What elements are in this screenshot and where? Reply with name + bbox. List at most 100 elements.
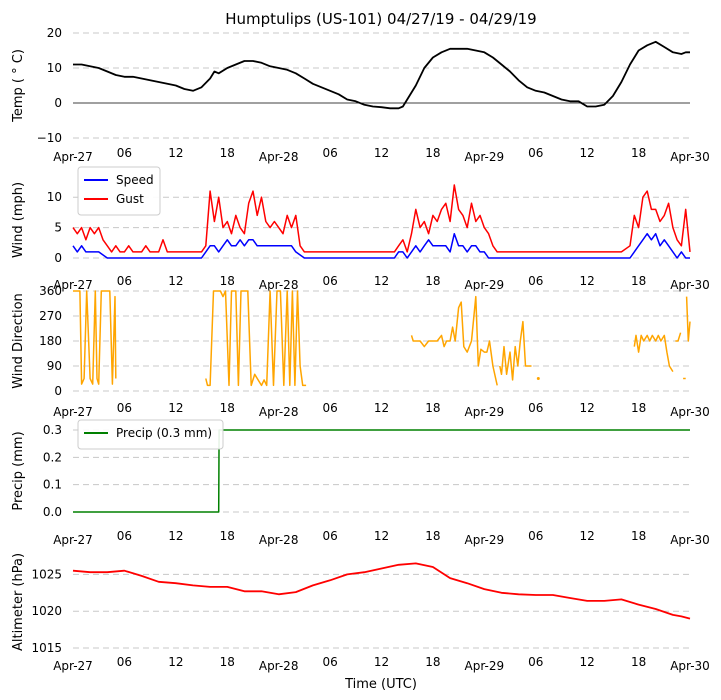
x-tick-label: Apr-29 xyxy=(465,659,505,673)
panel-precip: 0.0 0.1 0.2 0.3 Precip (mm) Apr-27 06 12 18 Apr-2… xyxy=(11,419,710,547)
x-tick-label: 06 xyxy=(528,529,543,543)
legend-label: Gust xyxy=(116,192,144,206)
x-tick-label: Apr-28 xyxy=(259,278,299,292)
y-tick-label: 180 xyxy=(39,334,62,348)
series-line-direction xyxy=(205,290,307,387)
x-tick-label: 06 xyxy=(528,274,543,288)
series-line-direction xyxy=(675,332,682,342)
y-tick-label: 0 xyxy=(54,251,62,265)
x-tick-label: Apr-30 xyxy=(670,405,710,419)
x-tick-label: Apr-29 xyxy=(465,278,505,292)
x-tick-label: Apr-28 xyxy=(259,150,299,164)
y-tick-label: 0 xyxy=(54,384,62,398)
x-tick-label: Apr-28 xyxy=(259,533,299,547)
x-tick-label: Apr-29 xyxy=(465,405,505,419)
x-tick-label: 18 xyxy=(631,529,646,543)
x-tick-label: 06 xyxy=(322,655,337,669)
x-tick-label: Apr-30 xyxy=(670,278,710,292)
y-tick-label: 10 xyxy=(47,190,62,204)
x-tick-label: 06 xyxy=(117,274,132,288)
x-tick-label: 06 xyxy=(117,401,132,415)
y-tick-label: 0.0 xyxy=(43,505,62,519)
legend: Speed Gust xyxy=(77,166,161,216)
x-tick-label: 18 xyxy=(425,146,440,160)
panel-temp: −10 0 10 20 Temp ( ° C) Apr-27 06 12 18 Apr-28 06 1… xyxy=(11,26,710,164)
y-tick-label: 0.1 xyxy=(43,478,62,492)
x-tick-label: 12 xyxy=(168,529,183,543)
x-tick-label: Apr-30 xyxy=(670,659,710,673)
series-line-direction xyxy=(73,290,117,385)
x-tick-label: 12 xyxy=(580,274,595,288)
y-tick-label: 1015 xyxy=(31,641,62,655)
x-tick-label: Apr-30 xyxy=(670,533,710,547)
x-tick-label: 06 xyxy=(528,655,543,669)
x-tick-label: 18 xyxy=(425,274,440,288)
x-tick-label: 18 xyxy=(631,401,646,415)
x-tick-label: 12 xyxy=(580,655,595,669)
x-tick-label: 18 xyxy=(220,529,235,543)
series-line-direction xyxy=(410,295,498,386)
x-tick-label: 12 xyxy=(374,655,389,669)
y-tick-label: 360 xyxy=(39,284,62,298)
y-tick-label: 0.2 xyxy=(43,450,62,464)
x-tick-label: 18 xyxy=(220,401,235,415)
legend-label: Precip (0.3 mm) xyxy=(116,426,212,440)
x-tick-label: 12 xyxy=(580,146,595,160)
x-tick-label: 06 xyxy=(322,401,337,415)
legend: Precip (0.3 mm) xyxy=(77,419,224,450)
x-axis-label: Time (UTC) xyxy=(344,677,417,692)
y-axis-label: Altimeter (hPa) xyxy=(11,553,26,651)
legend-label: Speed xyxy=(116,173,154,187)
x-tick-label: Apr-27 xyxy=(53,150,93,164)
x-tick-label: Apr-30 xyxy=(670,150,710,164)
series-line-direction xyxy=(685,296,691,342)
x-tick-label: 12 xyxy=(168,401,183,415)
chart-title: Humptulips (US-101) 04/27/19 - 04/29/19 xyxy=(225,10,536,28)
y-tick-label: 20 xyxy=(47,26,62,40)
x-tick-label: 12 xyxy=(168,146,183,160)
x-tick-label: Apr-28 xyxy=(259,405,299,419)
y-tick-label: 0 xyxy=(54,96,62,110)
x-tick-label: 12 xyxy=(168,655,183,669)
x-tick-label: 18 xyxy=(425,401,440,415)
x-tick-label: Apr-29 xyxy=(465,150,505,164)
x-tick-label: 12 xyxy=(374,401,389,415)
y-tick-label: 90 xyxy=(47,359,62,373)
series-line-direction xyxy=(499,320,532,381)
y-tick-label: 0.3 xyxy=(43,423,62,437)
x-tick-label: Apr-27 xyxy=(53,533,93,547)
x-tick-label: 12 xyxy=(580,401,595,415)
legend-box xyxy=(77,419,224,450)
y-axis-label: Precip (mm) xyxy=(11,431,26,510)
x-tick-label: Apr-27 xyxy=(53,278,93,292)
panel-wind: 0 5 10 Wind (mph) Apr-27 06 12 18 Apr-28 06 12 18 Ap… xyxy=(11,166,710,292)
x-tick-label: 06 xyxy=(117,529,132,543)
series-line-precip-0-3-mm- xyxy=(73,429,690,513)
x-tick-label: 18 xyxy=(220,274,235,288)
series-line-temp xyxy=(73,40,690,110)
x-tick-label: 18 xyxy=(425,655,440,669)
x-tick-label: Apr-27 xyxy=(53,659,93,673)
x-tick-label: 12 xyxy=(374,529,389,543)
x-tick-label: 12 xyxy=(374,146,389,160)
series-line-speed xyxy=(72,232,690,259)
x-tick-label: 18 xyxy=(425,529,440,543)
series-point-direction xyxy=(536,377,540,380)
y-axis-label: Temp ( ° C) xyxy=(11,49,26,123)
x-tick-label: 06 xyxy=(528,401,543,415)
y-tick-label: 10 xyxy=(47,61,62,75)
x-tick-label: 18 xyxy=(220,655,235,669)
panel-altimeter: 1015 1020 1025 Altimeter (hPa) Apr-27 06 12 18 A… xyxy=(11,553,710,673)
panel-wdir: 0 90 180 270 360 Wind Direction Apr-27 06 12 18 Ap… xyxy=(11,284,710,419)
x-tick-label: 06 xyxy=(117,146,132,160)
y-tick-label: 1025 xyxy=(31,567,62,581)
x-tick-label: Apr-27 xyxy=(53,405,93,419)
x-tick-label: 18 xyxy=(631,146,646,160)
x-tick-label: 06 xyxy=(322,146,337,160)
series-line-direction xyxy=(633,334,674,372)
y-tick-label: 5 xyxy=(54,221,62,235)
y-tick-label: 1020 xyxy=(31,604,62,618)
x-tick-label: 06 xyxy=(117,655,132,669)
y-tick-label: −10 xyxy=(37,131,62,145)
